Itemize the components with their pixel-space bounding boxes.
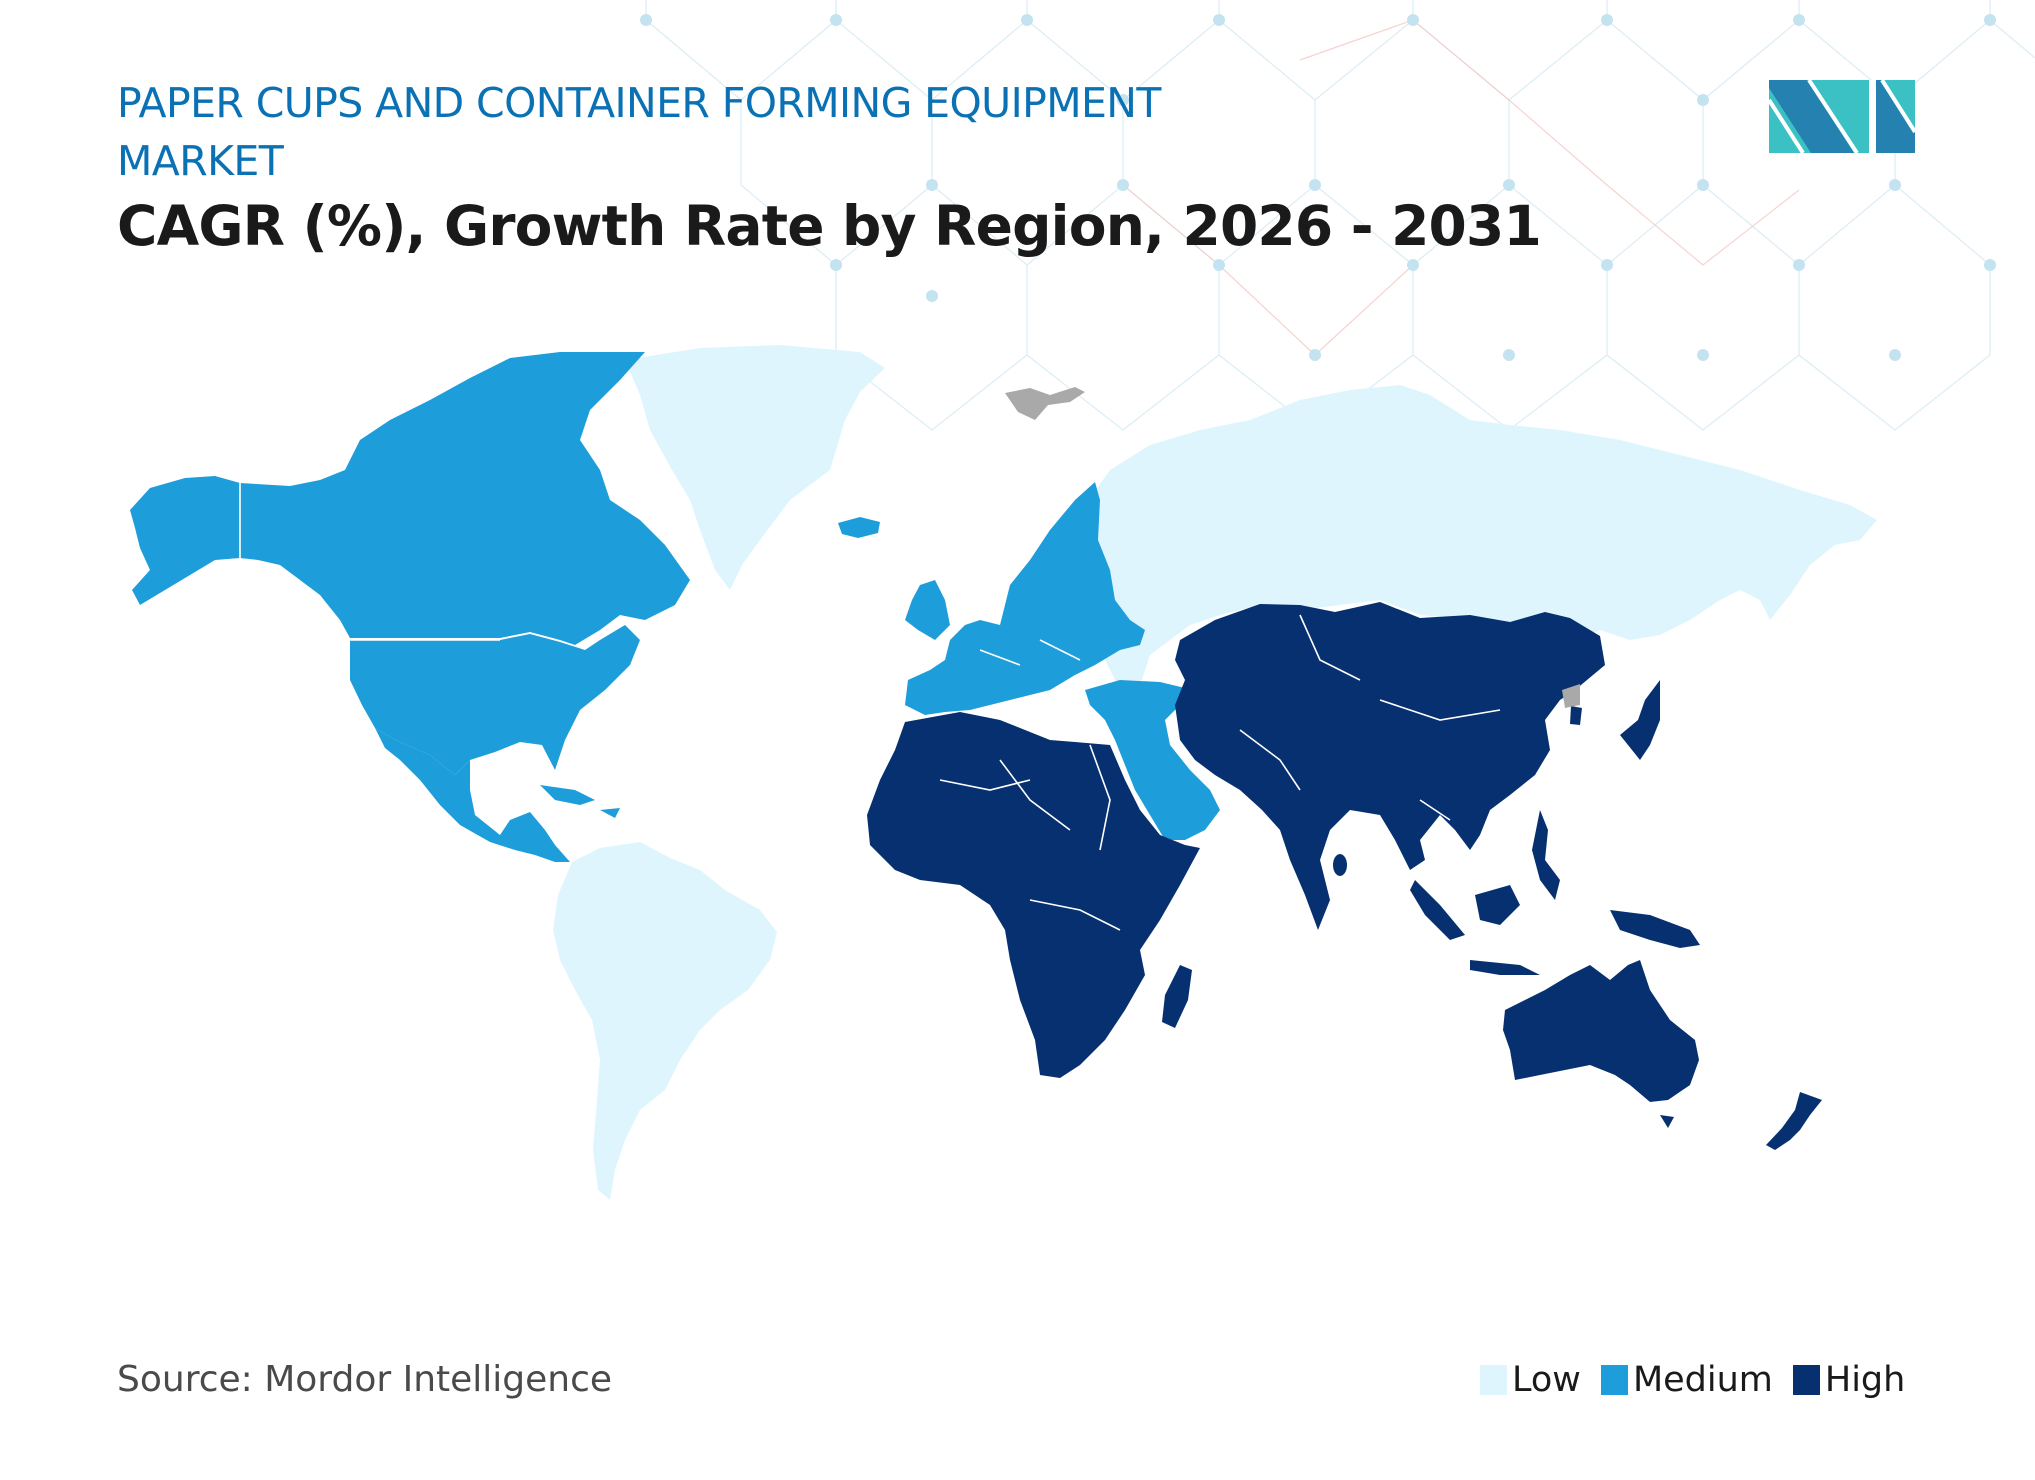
region-no-data (1005, 387, 1580, 708)
legend-item-medium: Medium (1600, 1356, 1773, 1404)
background-network-pattern (640, 0, 2035, 431)
greenland (625, 345, 885, 590)
region-medium (130, 352, 1220, 862)
legend: Low Medium High (1480, 1356, 1905, 1404)
south-korea (1570, 706, 1582, 725)
legend-swatch-medium (1600, 1365, 1628, 1395)
turkey-middle-east (1085, 680, 1220, 840)
papua-new-guinea (1610, 910, 1700, 948)
europe (905, 482, 1145, 715)
legend-label-medium: Medium (1632, 1360, 1773, 1400)
madagascar (1162, 965, 1192, 1028)
southeast-asia-islands (1410, 880, 1465, 940)
mordor-intelligence-logo-icon (1769, 80, 1915, 153)
legend-swatch-high (1792, 1365, 1820, 1395)
region-low (553, 345, 1877, 1200)
usa (350, 625, 640, 775)
south-america (553, 842, 777, 1200)
russia (1085, 385, 1877, 690)
canada (240, 352, 690, 645)
legend-swatch-low (1480, 1365, 1507, 1395)
legend-label-high: High (1824, 1360, 1906, 1400)
asia (1175, 602, 1605, 930)
legend-item-high: High (1792, 1356, 1906, 1404)
australia (1503, 960, 1699, 1102)
mexico-central-america (375, 728, 570, 862)
chart-title: PAPER CUPS AND CONTAINER FORMING EQUIPME… (117, 74, 1161, 190)
africa (867, 712, 1200, 1078)
source-label: Source: Mordor Intelligence (117, 1359, 613, 1400)
tasmania (1660, 1115, 1674, 1128)
chart-subtitle: CAGR (%), Growth Rate by Region, 2026 - … (117, 194, 1542, 258)
svalbard (1005, 387, 1085, 420)
legend-item-low: Low (1480, 1356, 1581, 1404)
region-high (867, 602, 1822, 1150)
japan (1620, 680, 1660, 760)
north-korea (1562, 684, 1580, 708)
title-line-2: MARKET (117, 137, 284, 185)
title-line-1: PAPER CUPS AND CONTAINER FORMING EQUIPME… (117, 79, 1161, 127)
caribbean (540, 785, 595, 805)
uk-ireland (905, 580, 950, 640)
alaska (130, 476, 240, 605)
new-zealand (1766, 1092, 1822, 1150)
iceland (838, 517, 880, 538)
legend-label-low: Low (1512, 1360, 1581, 1400)
